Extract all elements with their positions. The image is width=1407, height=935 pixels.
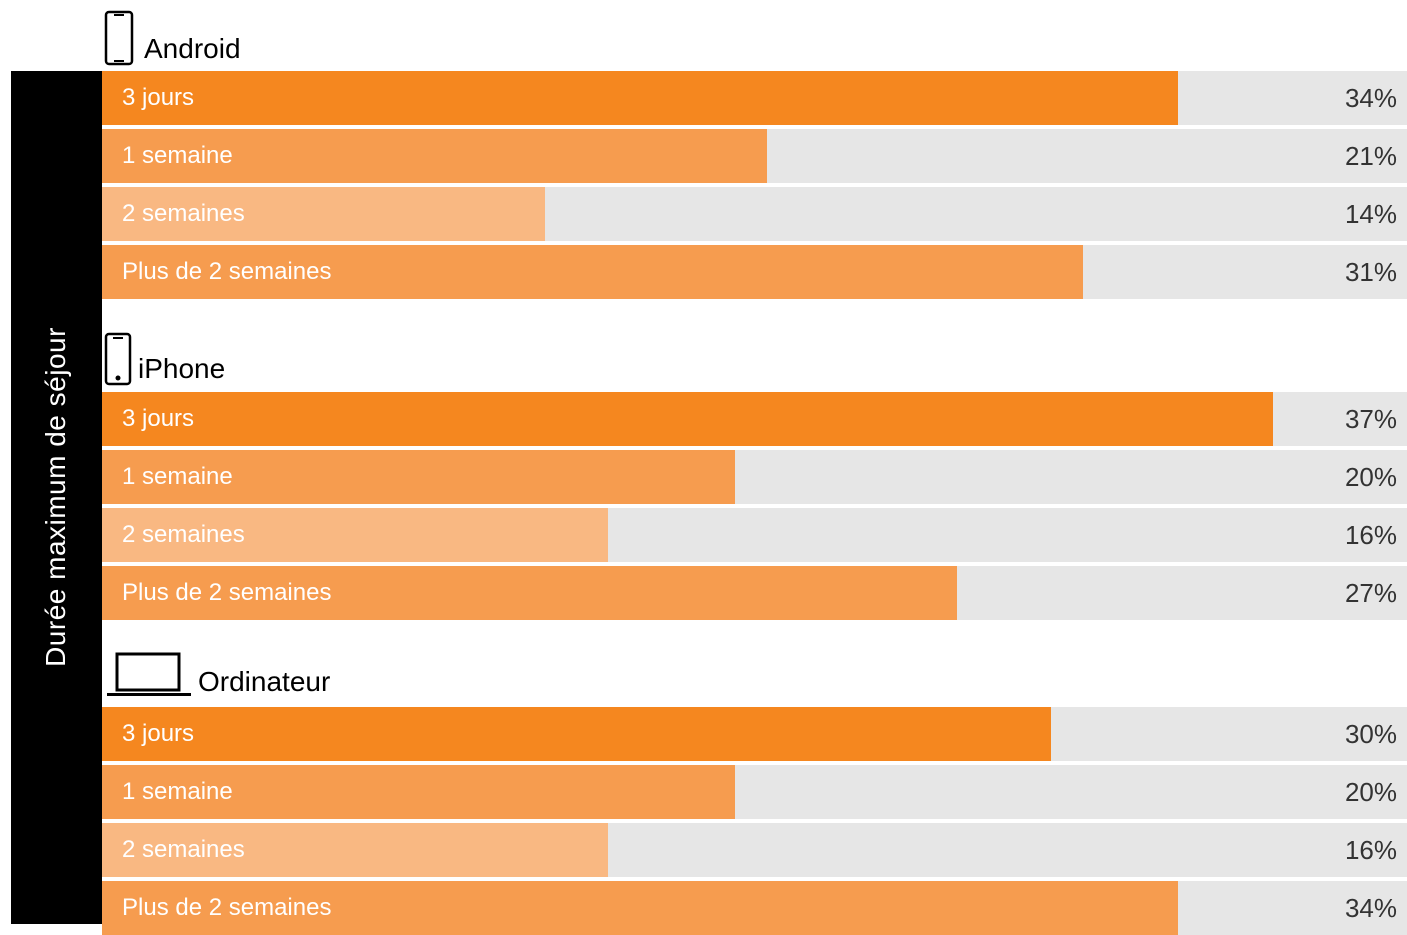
- category-label: 3 jours: [122, 405, 195, 432]
- group-title-iphone: iPhone: [104, 330, 225, 388]
- value-label: 21%: [1344, 141, 1397, 171]
- value-label: 16%: [1344, 520, 1397, 550]
- bar-row: 3 jours 34%: [102, 71, 1407, 125]
- category-label: Plus de 2 semaines: [122, 579, 332, 606]
- value-label: 31%: [1344, 257, 1397, 287]
- bar-row: Plus de 2 semaines 34%: [102, 881, 1407, 935]
- value-label: 20%: [1344, 777, 1397, 807]
- bar: [102, 566, 957, 620]
- group-label: Ordinateur: [198, 666, 331, 697]
- bar: [102, 508, 608, 562]
- laptop-icon: [104, 651, 194, 699]
- bar-row: 2 semaines 14%: [102, 187, 1407, 241]
- category-label: 2 semaines: [122, 521, 245, 548]
- bar-row: Plus de 2 semaines 31%: [102, 245, 1407, 299]
- value-label: 37%: [1344, 404, 1397, 434]
- iphone-icon: [104, 332, 132, 386]
- group-title-android: Android: [104, 10, 241, 68]
- bar-row: 1 semaine 20%: [102, 765, 1407, 819]
- bar: [102, 823, 608, 877]
- value-label: 27%: [1344, 578, 1397, 608]
- bar: [102, 129, 767, 183]
- bar-row: 1 semaine 21%: [102, 129, 1407, 183]
- value-label: 34%: [1344, 893, 1397, 923]
- bar: [102, 392, 1273, 446]
- value-label: 20%: [1344, 462, 1397, 492]
- category-label: 2 semaines: [122, 200, 245, 227]
- category-label: 2 semaines: [122, 836, 245, 863]
- axis-label: Durée maximum de séjour: [40, 327, 71, 667]
- category-label: Plus de 2 semaines: [122, 258, 332, 285]
- bar: [102, 187, 545, 241]
- bar: [102, 71, 1178, 125]
- value-label: 30%: [1344, 719, 1397, 749]
- bar: [102, 765, 735, 819]
- category-label: 3 jours: [122, 720, 195, 747]
- android-phone-icon: [104, 10, 134, 66]
- group-label: iPhone: [138, 353, 226, 384]
- bar: [102, 245, 1083, 299]
- category-label: 1 semaine: [122, 463, 233, 490]
- bar: [102, 450, 735, 504]
- group-label: Android: [144, 33, 241, 64]
- category-label: 1 semaine: [122, 778, 233, 805]
- value-label: 16%: [1344, 835, 1397, 865]
- value-label: 34%: [1344, 83, 1397, 113]
- bar-row: Plus de 2 semaines 27%: [102, 566, 1407, 620]
- bar-row: 2 semaines 16%: [102, 823, 1407, 877]
- bar-row: 3 jours 30%: [102, 707, 1407, 761]
- category-label: 1 semaine: [122, 142, 233, 169]
- bar-row: 3 jours 37%: [102, 392, 1407, 446]
- group-title-ordinateur: Ordinateur: [104, 643, 330, 701]
- value-label: 14%: [1344, 199, 1397, 229]
- bar: [102, 707, 1051, 761]
- category-label: Plus de 2 semaines: [122, 894, 332, 921]
- category-label: 3 jours: [122, 84, 195, 111]
- bar-row: 1 semaine 20%: [102, 450, 1407, 504]
- axis-label-band: [11, 71, 102, 924]
- bar-row: 2 semaines 16%: [102, 508, 1407, 562]
